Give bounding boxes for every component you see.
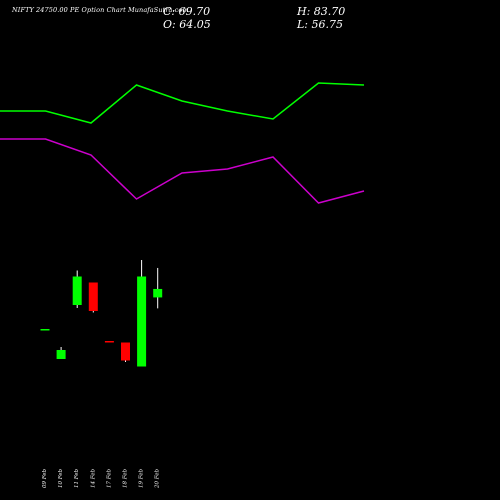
candle [153,267,163,309]
candle [88,282,98,313]
low-value: L: 56.75 [297,18,343,31]
candle-body [88,282,98,311]
candle [104,341,114,343]
x-tick-label: 09 Feb [42,468,48,488]
candle [40,329,50,331]
candle [137,260,147,367]
candle-body [56,350,66,359]
candle-body [40,329,50,331]
high-value: H: 83.70 [297,5,346,18]
candle-body [153,288,163,298]
open-value: O: 64.05 [163,18,211,31]
close-value: C: 69.70 [163,5,211,18]
candle [56,347,66,359]
candles [40,260,163,367]
candle-body [104,341,114,343]
x-axis-labels: 09 Feb 10 Feb 11 Feb 14 Feb 17 Feb 18 Feb 19 F… [42,468,161,489]
x-tick-label: 17 Feb [106,468,112,488]
candle [72,270,82,308]
lower-indicator-line [0,138,365,204]
x-tick-label: 11 Feb [74,468,80,488]
candle [121,342,130,362]
x-tick-label: 14 Feb [90,468,96,488]
upper-indicator-line [0,82,365,124]
candle-body [121,342,130,361]
x-tick-label: 10 Feb [58,468,64,488]
x-tick-label: 18 Feb [123,468,129,488]
candle-body [72,276,82,305]
x-tick-label: 20 Feb [155,468,161,489]
chart-title: NIFTY 24750.00 PE Option Chart MunafaSut… [12,6,189,14]
indicator-lines [0,82,365,204]
x-tick-label: 19 Feb [139,468,145,488]
candle-body [137,276,147,367]
